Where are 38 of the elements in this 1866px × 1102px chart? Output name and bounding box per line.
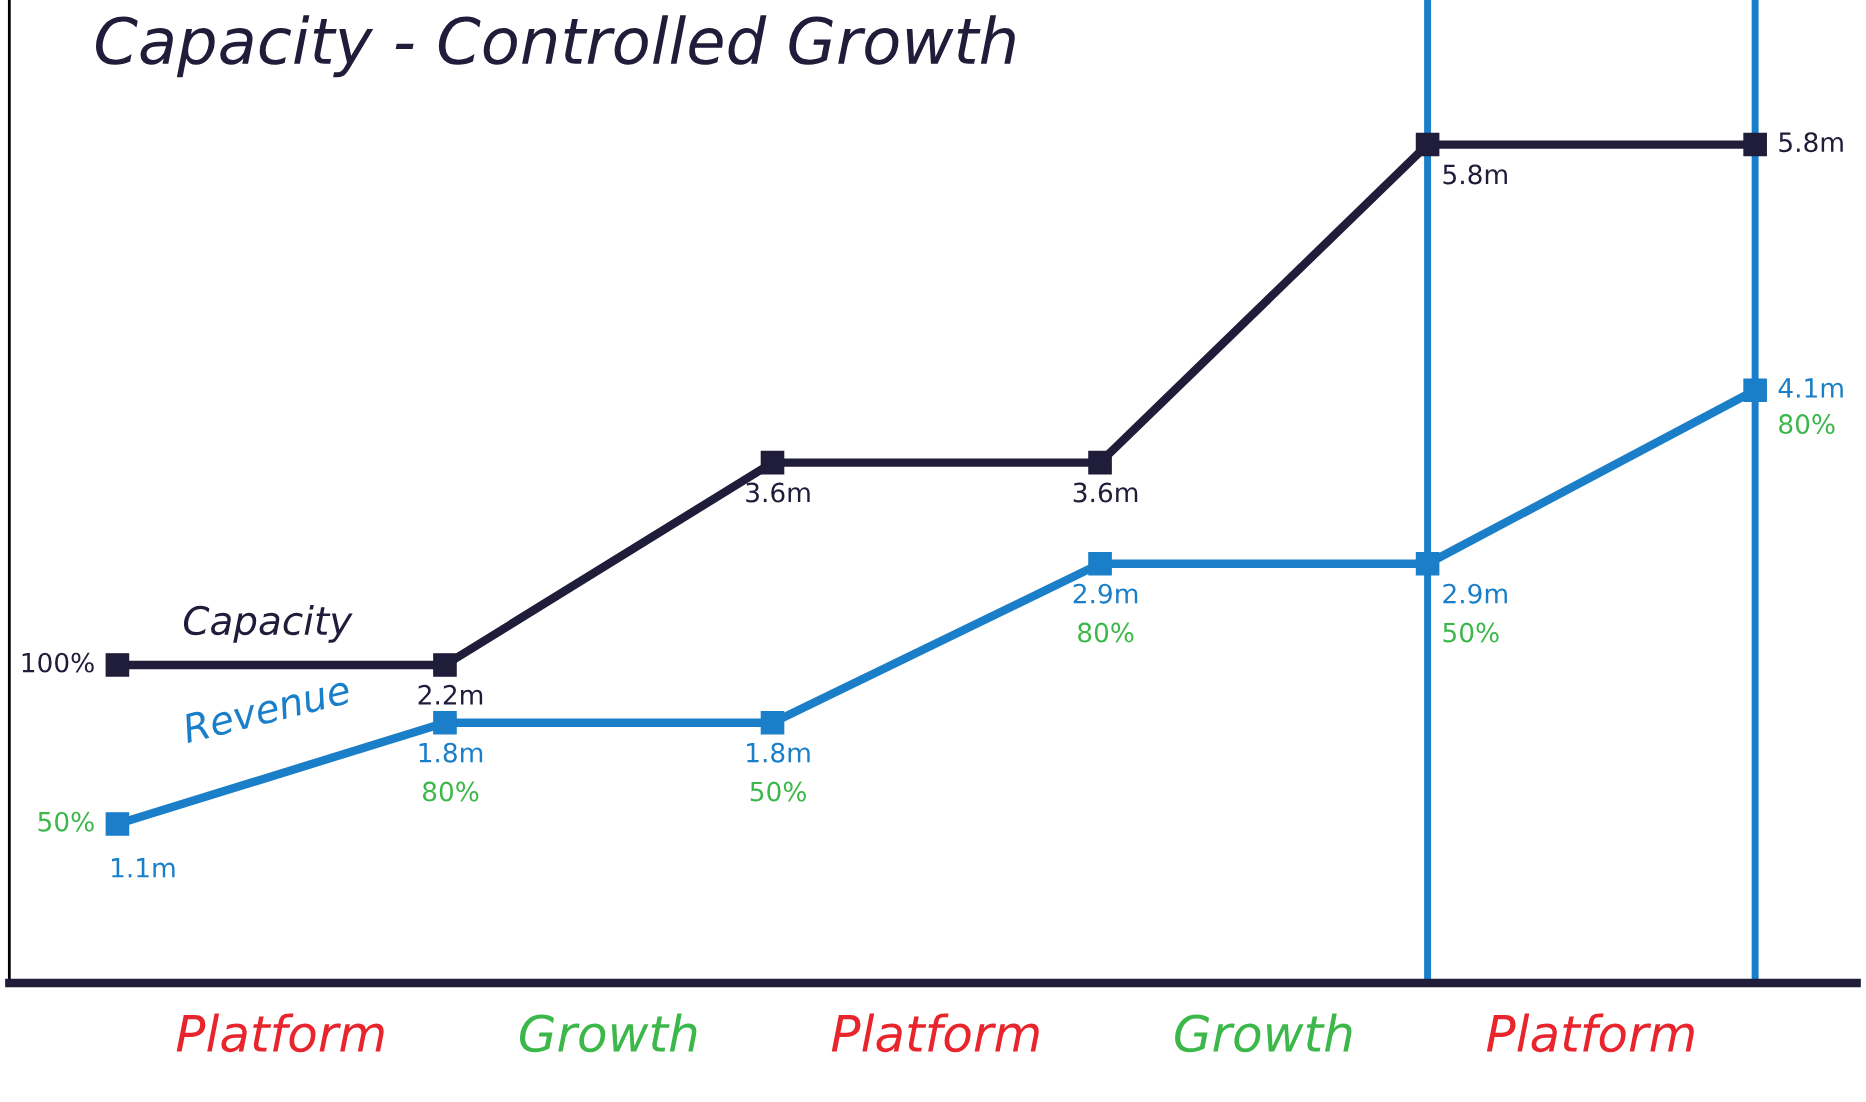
annotation: 50% (750, 781, 806, 802)
data-label: 2.9m (1443, 583, 1507, 604)
data-label: 3.6m (1073, 482, 1138, 503)
annotation: 80% (1078, 622, 1134, 643)
point (105, 653, 130, 677)
point (1415, 132, 1440, 157)
text: Platform (1486, 1013, 1694, 1053)
data-label: 1.8m (419, 742, 483, 763)
data-label: 2.2m (418, 684, 483, 705)
point (1415, 551, 1440, 576)
data-label: 2.9m (1073, 583, 1138, 604)
text: Revenue (181, 674, 352, 744)
point (1088, 450, 1112, 475)
point (760, 710, 785, 735)
data-label: 1.8m (747, 742, 810, 763)
point (760, 450, 785, 475)
point (433, 653, 457, 677)
point (1743, 378, 1767, 403)
annotation: 80% (1779, 414, 1835, 435)
text: Growth (519, 1013, 697, 1053)
point (433, 710, 457, 735)
point (1743, 132, 1767, 157)
series-label: Capacity (183, 605, 353, 643)
data-label: 5.8m (1443, 164, 1507, 185)
text: Platform (176, 1013, 384, 1053)
annotation: 80% (422, 781, 479, 802)
text: Platform (831, 1013, 1039, 1053)
data-label: 5.8m (1779, 132, 1843, 153)
annotation: 50% (38, 811, 94, 832)
annotation: 100% (22, 652, 94, 673)
data-label: 1.1m (111, 858, 175, 878)
annotation: 50% (1443, 622, 1499, 643)
point (1088, 551, 1112, 576)
data-label: 4.1m (1778, 378, 1843, 398)
text: Growth (1175, 1013, 1352, 1053)
point (105, 812, 130, 836)
data-label: 3.6m (746, 482, 810, 503)
chart-title: Capacity - Controlled Growth (95, 15, 1015, 78)
